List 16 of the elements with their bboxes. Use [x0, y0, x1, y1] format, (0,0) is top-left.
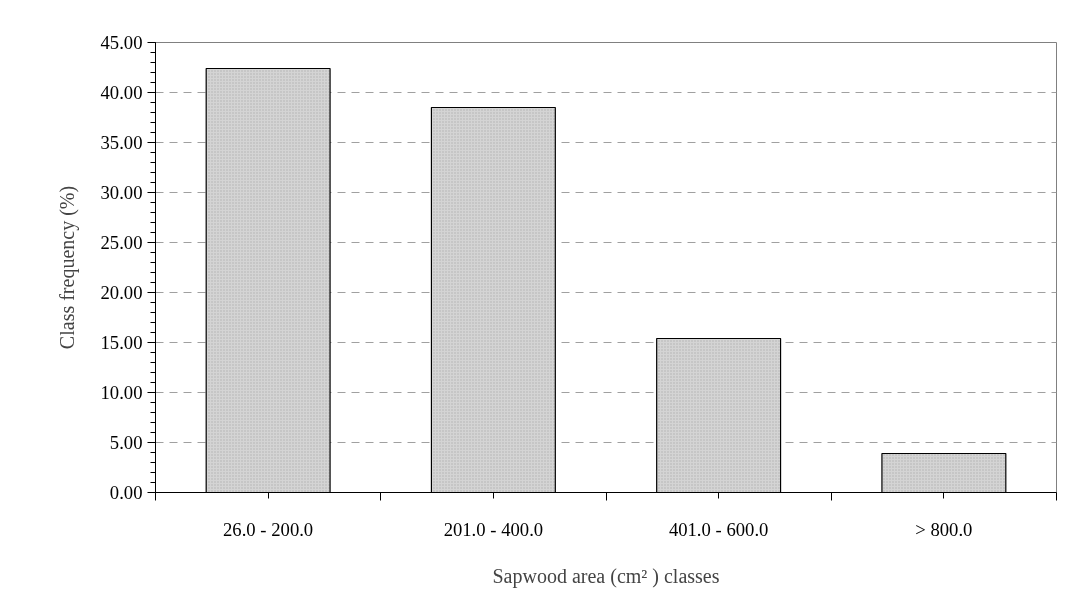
y-tick-label: 20.00: [100, 282, 143, 303]
y-tick-label: 15.00: [100, 332, 143, 353]
y-tick-label: 45.00: [100, 32, 143, 53]
y-tick-label: 25.00: [100, 232, 143, 253]
y-tick-label: 40.00: [100, 82, 143, 103]
y-tick-label: 5.00: [109, 432, 143, 453]
y-tick-label: 35.00: [100, 132, 143, 153]
x-tick-label: > 800.0: [915, 518, 973, 540]
x-axis-title: Sapwood area (cm² ) classes: [492, 564, 720, 588]
y-tick-label: 0.00: [109, 482, 143, 503]
y-tick-label: 30.00: [100, 182, 143, 203]
x-tick-label: 26.0 - 200.0: [223, 518, 314, 540]
x-tick-label: 201.0 - 400.0: [443, 518, 544, 540]
y-tick-label: 10.00: [100, 382, 143, 403]
x-tick-label: 401.0 - 600.0: [668, 518, 769, 540]
y-axis-title: Class frequency (%): [55, 185, 79, 350]
